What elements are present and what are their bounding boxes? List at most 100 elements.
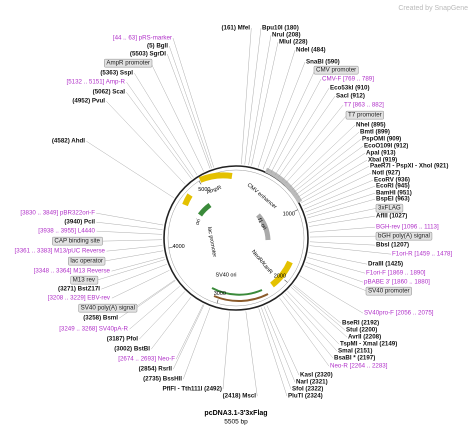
site-label: Eco53kI (910) — [330, 85, 370, 92]
site-label: BseRI (2192) — [342, 320, 379, 327]
leader-line — [306, 192, 376, 216]
feature-label: bGH poly(A) signal — [378, 233, 430, 240]
primer-label: [3348 .. 3364] M13 Reverse — [34, 268, 111, 275]
leader-line — [172, 38, 214, 168]
site-label: (3002) BstBI — [114, 346, 150, 353]
site-label: NheI (895) — [356, 122, 386, 129]
site-label: AvrII (2208) — [348, 334, 381, 341]
feature-box — [345, 110, 384, 120]
ori-arc — [182, 193, 193, 207]
leader-line — [309, 226, 376, 233]
ruler-tick — [284, 279, 288, 283]
primer-label: Neo-R [2264 .. 2283] — [330, 363, 388, 370]
feature-label: lac operator — [70, 258, 103, 265]
site-label: NarI (2321) — [296, 379, 328, 386]
lac-arc — [211, 287, 263, 296]
leader-line — [289, 124, 356, 188]
leader-line — [119, 279, 176, 319]
site-label: (3940) PciI — [64, 219, 95, 226]
site-label: (2735) BssHII — [143, 376, 182, 383]
leader-line — [266, 305, 300, 376]
ruler-tick — [168, 247, 173, 249]
leader-line — [257, 50, 296, 168]
primer-label: T7 [863 .. 882] — [344, 102, 384, 109]
feature-label: AmpR — [206, 185, 222, 196]
leader-line — [301, 165, 370, 204]
site-label: XbaI (919) — [368, 157, 397, 164]
leader-line — [248, 35, 272, 166]
leader-lines — [86, 28, 392, 397]
site-label: AflII (1027) — [376, 213, 407, 220]
site-label: (5503) SgrDI — [130, 51, 166, 58]
leader-line — [305, 185, 376, 213]
leader-line — [307, 198, 376, 219]
labels: (161) MfeI Bpu10I (180)NruI (208)MluI (22… — [15, 25, 453, 400]
site-label: NruI (208) — [272, 32, 301, 39]
feature-label: SV40 ori — [215, 272, 236, 278]
site-label: ApaI (913) — [366, 150, 396, 157]
sv40-arc — [213, 293, 269, 303]
ruler-label: 5000 — [198, 187, 210, 193]
feature-box — [365, 286, 412, 296]
site-label: SnaBI (590) — [306, 59, 340, 66]
leader-line — [279, 297, 330, 367]
leader-line — [103, 250, 164, 262]
ampr-arc — [198, 172, 233, 183]
leader-line — [96, 259, 166, 281]
ruler-label: 1000 — [283, 211, 295, 217]
leader-line — [261, 307, 292, 390]
leader-line — [101, 239, 163, 242]
leader-line — [86, 140, 174, 198]
site-label: (2854) RsrII — [139, 366, 173, 373]
site-label: EcoRI (945) — [376, 183, 410, 190]
leader-line — [285, 115, 348, 184]
leader-line — [262, 62, 306, 170]
site-label: NotI (927) — [372, 170, 400, 177]
site-label: EcoO109I (912) — [364, 143, 408, 150]
site-label: PluTI (2324) — [288, 393, 323, 400]
leader-line — [293, 138, 362, 193]
leader-line — [129, 285, 180, 330]
leader-line — [263, 306, 296, 383]
primer-label: [2674 .. 2693] Neo-F — [118, 356, 175, 363]
leader-line — [274, 88, 330, 176]
feature-box — [68, 256, 106, 266]
leader-line — [150, 63, 204, 172]
leader-line — [245, 311, 258, 397]
leader-line — [96, 230, 163, 235]
feature-label: 3xFLAG — [378, 205, 401, 212]
site-label: BmtI (899) — [360, 129, 390, 136]
leader-line — [169, 46, 212, 169]
leader-line — [106, 101, 186, 185]
leader-line — [258, 308, 288, 397]
site-label: (2418) MscI — [223, 393, 257, 400]
site-label: (4582) AhdI — [52, 138, 85, 145]
site-label: (5363) SspI — [100, 70, 133, 77]
site-label: EcoRV (936) — [374, 177, 410, 184]
feature-label: T7 promoter — [348, 112, 382, 119]
leader-line — [270, 79, 322, 173]
primer-label: [3249 .. 3268] SV40pA-R — [59, 326, 128, 333]
ruler-label: 3000 — [214, 291, 226, 297]
leader-line — [134, 73, 198, 176]
leader-line — [291, 131, 360, 190]
leader-line — [111, 270, 170, 299]
leader-line — [244, 28, 262, 165]
leader-line — [297, 152, 366, 198]
feature-label: AmpR promoter — [106, 60, 150, 67]
primer-label: [5132 .. 5151] Amp-R — [67, 79, 126, 86]
primer-label: [3938 .. 3955] L4440 — [38, 228, 95, 235]
leader-line — [139, 291, 185, 340]
feature-box — [313, 65, 359, 75]
primer-label: [44 .. 63] pRS-marker — [113, 35, 172, 42]
promoter-arc — [197, 202, 212, 217]
primer-label: [3208 .. 3229] EBV-rev — [48, 295, 111, 302]
leader-line — [308, 252, 368, 265]
site-label: Bpu10I (180) — [262, 25, 299, 32]
feature-label: ori — [195, 218, 203, 226]
site-label: (3258) BsmI — [83, 315, 118, 322]
primer-label: pBABE 3' [1860 .. 1880] — [364, 279, 430, 286]
leader-line — [176, 304, 204, 360]
feature-label: f1 ori — [256, 217, 267, 231]
feature-label: CAP binding site — [54, 238, 100, 245]
